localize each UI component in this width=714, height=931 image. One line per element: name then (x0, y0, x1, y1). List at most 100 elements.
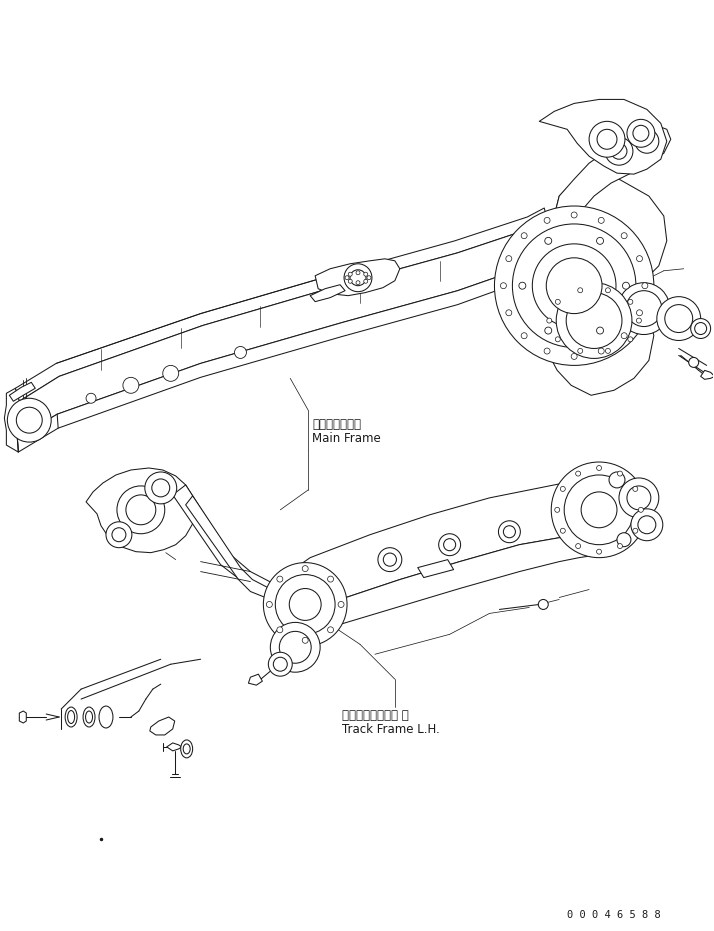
Circle shape (363, 279, 368, 283)
Circle shape (564, 475, 634, 545)
Circle shape (344, 263, 372, 291)
Ellipse shape (83, 707, 95, 727)
Polygon shape (302, 512, 627, 641)
Polygon shape (315, 259, 400, 296)
Circle shape (501, 283, 506, 289)
Polygon shape (4, 388, 19, 452)
Circle shape (503, 526, 516, 538)
Circle shape (689, 358, 699, 368)
Ellipse shape (183, 744, 190, 754)
Circle shape (633, 528, 638, 533)
Circle shape (506, 256, 512, 262)
Circle shape (609, 472, 625, 488)
Circle shape (575, 544, 580, 548)
Circle shape (106, 521, 132, 547)
Circle shape (589, 121, 625, 157)
Circle shape (123, 377, 139, 393)
Circle shape (498, 520, 521, 543)
Text: トラックフレーム 左: トラックフレーム 左 (342, 709, 409, 722)
Text: Main Frame: Main Frame (312, 432, 381, 445)
Circle shape (628, 300, 633, 304)
Circle shape (367, 276, 371, 279)
Circle shape (302, 638, 308, 643)
Circle shape (538, 600, 548, 610)
Circle shape (555, 337, 560, 342)
Circle shape (633, 126, 649, 142)
Circle shape (86, 393, 96, 403)
Circle shape (495, 206, 654, 365)
Circle shape (338, 601, 344, 607)
Circle shape (617, 533, 631, 546)
Circle shape (605, 348, 610, 354)
Circle shape (618, 544, 623, 548)
Circle shape (328, 576, 333, 582)
Circle shape (636, 318, 641, 323)
Polygon shape (167, 743, 181, 751)
Circle shape (145, 472, 176, 504)
Circle shape (277, 576, 283, 582)
Circle shape (560, 528, 565, 533)
Polygon shape (15, 208, 547, 401)
Circle shape (636, 310, 643, 316)
Circle shape (566, 292, 622, 348)
Circle shape (302, 566, 308, 572)
Circle shape (545, 327, 552, 334)
Circle shape (546, 258, 602, 314)
Circle shape (560, 486, 565, 492)
Circle shape (665, 304, 693, 332)
Circle shape (581, 492, 617, 528)
Polygon shape (547, 216, 569, 269)
Circle shape (350, 270, 366, 286)
Circle shape (263, 562, 347, 646)
Circle shape (618, 283, 670, 334)
Circle shape (268, 653, 292, 676)
Circle shape (618, 471, 623, 476)
Circle shape (7, 398, 51, 442)
Circle shape (152, 479, 170, 497)
Polygon shape (17, 259, 549, 452)
Text: Track Frame L.H.: Track Frame L.H. (342, 723, 440, 736)
Circle shape (547, 318, 552, 323)
Circle shape (597, 327, 603, 334)
Circle shape (638, 507, 643, 512)
Circle shape (545, 237, 552, 244)
Circle shape (16, 407, 42, 433)
Circle shape (605, 137, 633, 165)
Polygon shape (278, 600, 308, 641)
Text: メインフレーム: メインフレーム (312, 418, 361, 431)
Circle shape (443, 539, 456, 551)
Polygon shape (173, 485, 276, 595)
Ellipse shape (68, 710, 74, 723)
Circle shape (555, 300, 560, 304)
Circle shape (621, 332, 627, 339)
Circle shape (356, 281, 360, 285)
Circle shape (276, 574, 335, 634)
Polygon shape (554, 127, 670, 246)
Circle shape (605, 288, 610, 292)
Circle shape (633, 486, 638, 492)
Circle shape (635, 129, 659, 154)
Circle shape (289, 588, 321, 620)
Circle shape (642, 283, 648, 289)
Polygon shape (248, 674, 262, 685)
Circle shape (544, 348, 550, 354)
Circle shape (271, 623, 320, 672)
Ellipse shape (181, 740, 193, 758)
Circle shape (438, 533, 461, 556)
Circle shape (555, 507, 560, 512)
Circle shape (623, 282, 630, 290)
Polygon shape (310, 285, 345, 302)
Circle shape (571, 354, 577, 359)
Circle shape (695, 322, 707, 334)
Circle shape (163, 365, 178, 382)
Circle shape (551, 462, 647, 558)
Circle shape (597, 237, 603, 244)
Circle shape (627, 486, 651, 510)
Polygon shape (19, 711, 26, 723)
Circle shape (598, 348, 604, 354)
Circle shape (690, 318, 710, 339)
Polygon shape (286, 480, 631, 619)
Circle shape (621, 233, 627, 238)
Polygon shape (547, 179, 667, 396)
Circle shape (598, 217, 604, 223)
